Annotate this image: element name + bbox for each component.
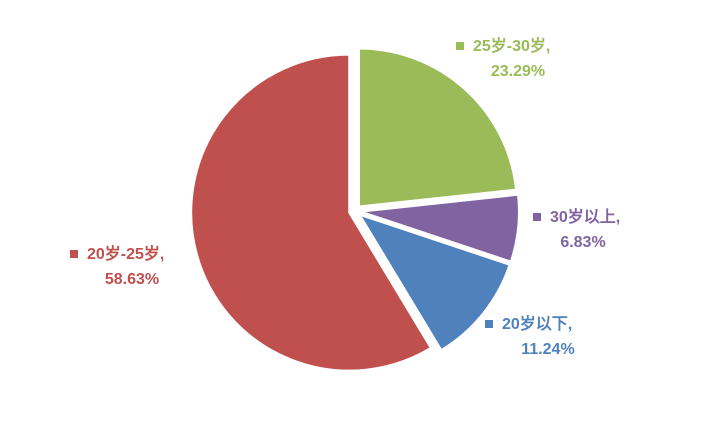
slice-category-label: 30岁以上, [550, 207, 620, 226]
slice-value-label: 23.29% [491, 63, 545, 80]
pie-slice [190, 53, 433, 372]
slice-category-label: 20岁-25岁, [87, 244, 164, 263]
legend-key [456, 42, 464, 50]
slice-category-label: 25岁-30岁, [473, 36, 550, 55]
pie-slice [360, 193, 520, 263]
legend-key [533, 213, 541, 221]
slice-value-label: 11.24% [521, 341, 574, 358]
pie-slice [358, 47, 518, 208]
slice-value-label: 58.63% [105, 271, 159, 288]
legend-key [70, 250, 78, 258]
legend-key [485, 320, 493, 328]
slice-value-label: 6.83% [560, 234, 605, 251]
slice-category-label: 20岁以下, [502, 314, 572, 333]
pie-slice [357, 212, 511, 352]
